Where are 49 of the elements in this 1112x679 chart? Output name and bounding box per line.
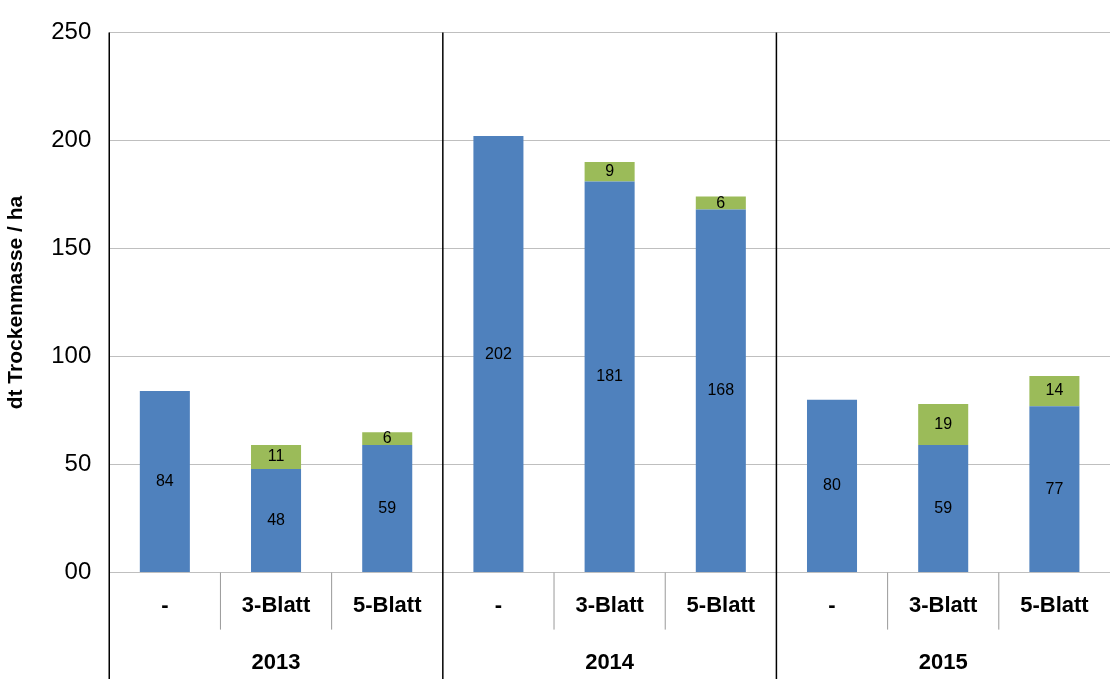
- data-label: 6: [382, 429, 392, 447]
- bar: [1029, 375, 1080, 407]
- bar: [139, 391, 190, 573]
- bar: [806, 399, 858, 573]
- bar: [362, 445, 413, 573]
- data-label: 181: [596, 367, 624, 385]
- y-tick-label: 150: [51, 233, 92, 261]
- bar: [584, 162, 635, 182]
- data-label: 48: [267, 510, 286, 528]
- bar: [695, 209, 746, 573]
- data-label: 80: [823, 476, 842, 494]
- text: 2015: [918, 649, 968, 675]
- bar: [251, 468, 302, 573]
- y-tick-label: 100: [51, 341, 92, 369]
- data-label: 77: [1045, 479, 1064, 497]
- data-label: 202: [485, 344, 512, 362]
- text: 2013: [251, 649, 301, 675]
- y-tick-label: 00: [64, 557, 92, 585]
- data-label: 168: [707, 381, 735, 399]
- data-label: 14: [1045, 381, 1064, 399]
- x-tick-label: 3-Blatt: [241, 591, 311, 617]
- data-label: 84: [155, 472, 174, 489]
- bar: [1029, 406, 1080, 573]
- x-tick-label: 3-Blatt: [575, 591, 645, 617]
- data-label: 9: [605, 162, 615, 180]
- x-tick-label: -: [828, 591, 836, 617]
- bar: [918, 445, 969, 573]
- y-tick-label: 50: [64, 449, 92, 477]
- data-label: 11: [267, 447, 285, 465]
- y-axis-title: dt Trockenmasse / ha: [3, 195, 27, 410]
- bar: [918, 404, 969, 446]
- y-tick-label: 200: [51, 125, 92, 153]
- data-label: 59: [934, 499, 953, 517]
- x-tick-label: 5-Blatt: [1020, 591, 1090, 617]
- bar: [584, 181, 635, 573]
- x-tick-label: -: [161, 591, 169, 617]
- data-label: 19: [934, 414, 953, 432]
- y-tick-label: 250: [51, 17, 92, 45]
- bar: [473, 136, 524, 573]
- bar: [362, 432, 413, 446]
- data-label: 59: [378, 499, 397, 517]
- data-label: 6: [716, 193, 726, 211]
- text: 2014: [585, 649, 635, 675]
- x-tick-label: 3-Blatt: [908, 591, 979, 617]
- bar: [251, 445, 302, 469]
- x-tick-label: 5-Blatt: [686, 591, 756, 617]
- bar: [695, 196, 746, 210]
- x-tick-label: -: [494, 591, 503, 617]
- x-tick-label: 5-Blatt: [353, 591, 423, 617]
